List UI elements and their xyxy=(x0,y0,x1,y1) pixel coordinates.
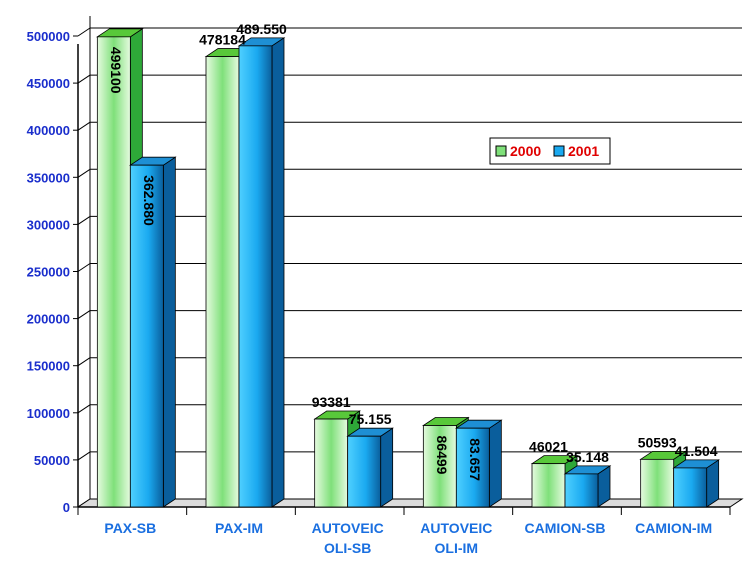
data-label-2000-1: 478184 xyxy=(199,32,246,48)
xtick-label: OLI-SB xyxy=(324,540,371,556)
bars-layer xyxy=(96,28,720,508)
gridline-y-side xyxy=(77,310,91,320)
bar-2001-2 xyxy=(347,435,382,508)
legend: 2000 2001 xyxy=(489,137,611,165)
legend-swatch-2000 xyxy=(495,145,507,157)
data-label-2001-0: 362.880 xyxy=(141,175,157,226)
data-label-2001-5: 41.504 xyxy=(675,443,718,459)
ytick-label: 100000 xyxy=(27,406,70,421)
bar-2000-4 xyxy=(531,463,566,508)
gridline-y-side xyxy=(77,74,91,84)
xtick-label: CAMION-IM xyxy=(635,520,712,536)
legend-label-2001: 2001 xyxy=(568,143,599,159)
bar-side-2001-3 xyxy=(488,419,502,508)
gridline-y-side xyxy=(77,27,91,37)
bar-side-2001-0 xyxy=(162,156,176,508)
data-label-2000-5: 50593 xyxy=(638,434,677,450)
ytick-label: 350000 xyxy=(27,170,70,185)
data-label-2001-3: 83.657 xyxy=(467,438,483,481)
xtick-label: CAMION-SB xyxy=(525,520,606,536)
data-label-2001-1: 489.550 xyxy=(236,21,287,37)
ytick-label: 400000 xyxy=(27,123,70,138)
data-label-2000-4: 46021 xyxy=(529,439,568,455)
gridline-y-side xyxy=(77,215,91,225)
xtick-label: PAX-IM xyxy=(215,520,263,536)
bar-2001-0 xyxy=(129,164,164,508)
bar-2001-1 xyxy=(238,45,273,508)
xtick-label: AUTOVEIC xyxy=(420,520,492,536)
ytick-label: 500000 xyxy=(27,29,70,44)
xtick-label: OLI-IM xyxy=(435,540,479,556)
gridline-y-side xyxy=(77,404,91,414)
bar-side-2001-2 xyxy=(380,427,394,508)
gridline-y-side xyxy=(77,168,91,178)
legend-label-2000: 2000 xyxy=(510,143,541,159)
xtick-label: PAX-SB xyxy=(104,520,156,536)
bar-2001-5 xyxy=(673,467,708,508)
bar-2001-4 xyxy=(564,473,599,508)
data-label-2000-3: 86499 xyxy=(434,436,450,475)
bar-2001-3 xyxy=(455,427,490,508)
ytick-label: 150000 xyxy=(27,359,70,374)
ytick-label: 450000 xyxy=(27,76,70,91)
data-label-2000-0: 499100 xyxy=(108,47,124,94)
data-label-2001-4: 35.148 xyxy=(566,449,609,465)
bar-2000-1 xyxy=(205,56,240,508)
ytick-label: 0 xyxy=(63,500,70,515)
xtick-label: AUTOVEIC xyxy=(312,520,384,536)
gridline-y-side xyxy=(77,357,91,367)
gridline-y-side xyxy=(77,451,91,461)
ytick-label: 300000 xyxy=(27,217,70,232)
ytick-label: 200000 xyxy=(27,312,70,327)
ytick-label: 50000 xyxy=(34,453,70,468)
gridline-y-side xyxy=(77,121,91,131)
legend-swatch-2001 xyxy=(553,145,565,157)
bar-2000-3 xyxy=(422,425,457,508)
legend-box xyxy=(489,137,611,165)
gridline-y-side xyxy=(77,263,91,272)
data-label-2001-2: 75.155 xyxy=(349,411,392,427)
grid-layer xyxy=(77,27,742,508)
bar-2000-2 xyxy=(314,418,349,508)
ytick-label: 250000 xyxy=(27,265,70,280)
data-label-2000-2: 93381 xyxy=(312,394,351,410)
bar-2000-0 xyxy=(96,36,131,508)
bar-2000-5 xyxy=(640,458,675,508)
bar-side-2001-1 xyxy=(271,37,285,508)
